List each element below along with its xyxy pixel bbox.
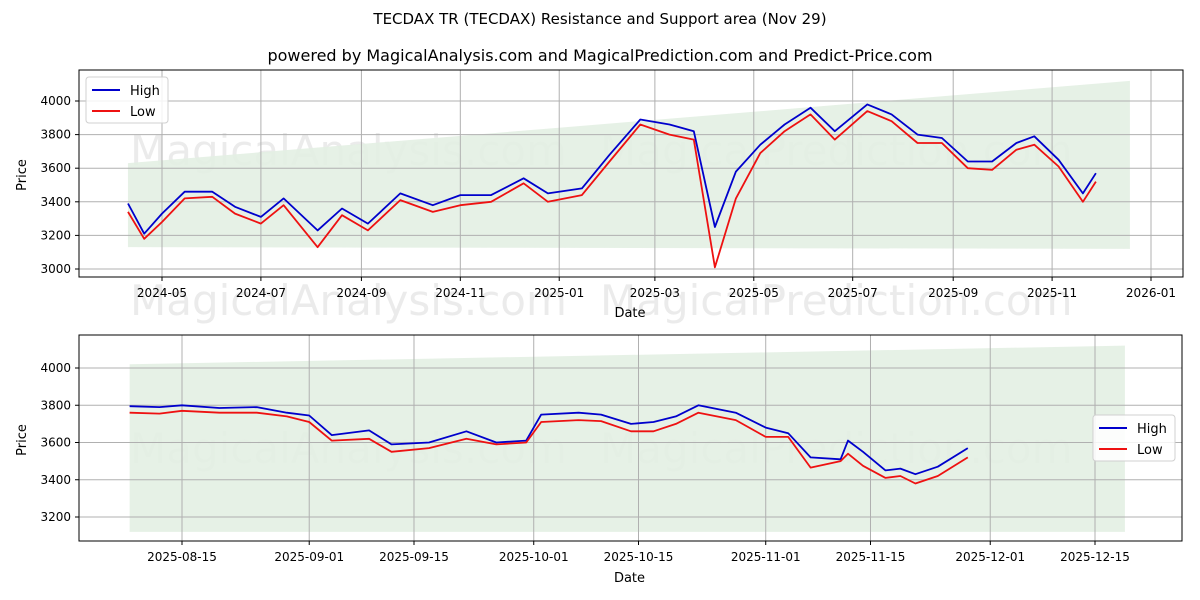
y-tick-label: 3800 [40, 398, 71, 412]
legend: High Low [1092, 414, 1176, 462]
legend-label-low: Low [130, 105, 156, 120]
y-tick-label: 3200 [40, 510, 71, 524]
plot-frame [78, 69, 1184, 278]
chart-panel-2: MagicalAnalysis.comMagicalPrediction.com… [15, 334, 1183, 586]
x-tick-label: 2024-11 [435, 286, 485, 300]
x-tick-label: 2025-10-01 [499, 550, 569, 564]
y-tick-label: 4000 [40, 361, 71, 375]
x-axis-label: Date [614, 306, 645, 321]
x-tick-label: 2025-10-15 [604, 550, 674, 564]
y-tick-label: 3000 [40, 262, 71, 276]
y-tick-label: 3800 [40, 128, 71, 142]
plot-frame [78, 334, 1183, 542]
y-tick-label: 3600 [40, 436, 71, 450]
chart-subtitle: powered by MagicalAnalysis.com and Magic… [267, 46, 933, 65]
x-tick-label: 2025-12-15 [1060, 550, 1130, 564]
x-tick-label: 2025-08-15 [147, 550, 217, 564]
series-line-low [127, 110, 1097, 269]
x-tick-label: 2025-09 [928, 286, 978, 300]
legend-label-high: High [1137, 422, 1167, 437]
chart-title: TECDAX TR (TECDAX) Resistance and Suppor… [373, 10, 827, 28]
x-tick-label: 2025-01 [534, 286, 584, 300]
x-tick-label: 2024-05 [137, 286, 187, 300]
x-tick-label: 2025-05 [729, 286, 779, 300]
legend: High Low [85, 76, 169, 124]
x-tick-label: 2025-03 [630, 286, 680, 300]
watermark-text: MagicalPrediction.com [600, 276, 1073, 325]
y-tick-label: 3600 [40, 161, 71, 175]
x-tick-label: 2025-07 [828, 286, 878, 300]
y-axis-label: Price [15, 159, 30, 191]
y-tick-label: 3400 [40, 195, 71, 209]
x-tick-label: 2025-09-01 [274, 550, 344, 564]
x-tick-label: 2025-11-15 [836, 550, 906, 564]
support-resistance-band [127, 80, 1130, 249]
legend-label-low: Low [1137, 443, 1163, 458]
x-tick-label: 2025-09-15 [379, 550, 449, 564]
y-tick-label: 3400 [40, 473, 71, 487]
x-tick-label: 2024-09 [336, 286, 386, 300]
series-line-high [129, 404, 969, 476]
y-tick-label: 3200 [40, 228, 71, 242]
x-tick-label: 2025-11-01 [731, 550, 801, 564]
x-axis-label: Date [614, 571, 645, 586]
y-axis-label: Price [15, 424, 30, 456]
x-tick-label: 2025-11 [1027, 286, 1077, 300]
x-tick-label: 2025-12-01 [955, 550, 1025, 564]
x-tick-label: 2024-07 [236, 286, 286, 300]
legend-label-high: High [130, 84, 160, 99]
y-tick-label: 4000 [40, 94, 71, 108]
series-line-high [127, 103, 1097, 235]
watermark-text: MagicalAnalysis.com [130, 276, 567, 325]
support-resistance-band [129, 345, 1125, 532]
series-line-low [129, 409, 969, 485]
x-tick-label: 2026-01 [1126, 286, 1176, 300]
chart-panel-1: MagicalAnalysis.com MagicalPrediction.com… [15, 69, 1184, 325]
